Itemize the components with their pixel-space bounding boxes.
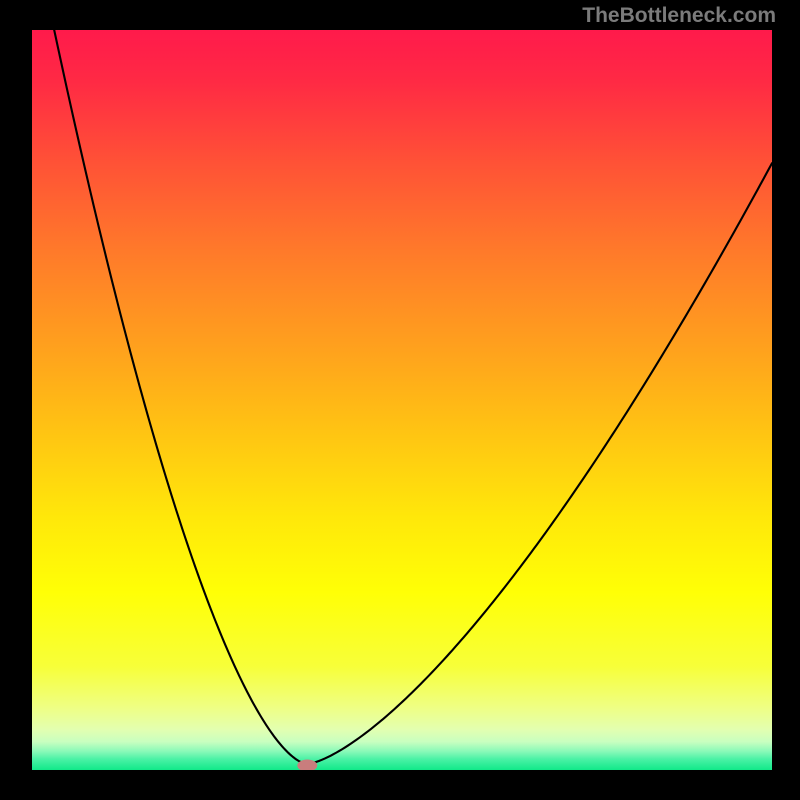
bottleneck-chart — [32, 30, 772, 770]
chart-stage: TheBottleneck.com — [0, 0, 800, 800]
watermark-text: TheBottleneck.com — [582, 4, 776, 28]
